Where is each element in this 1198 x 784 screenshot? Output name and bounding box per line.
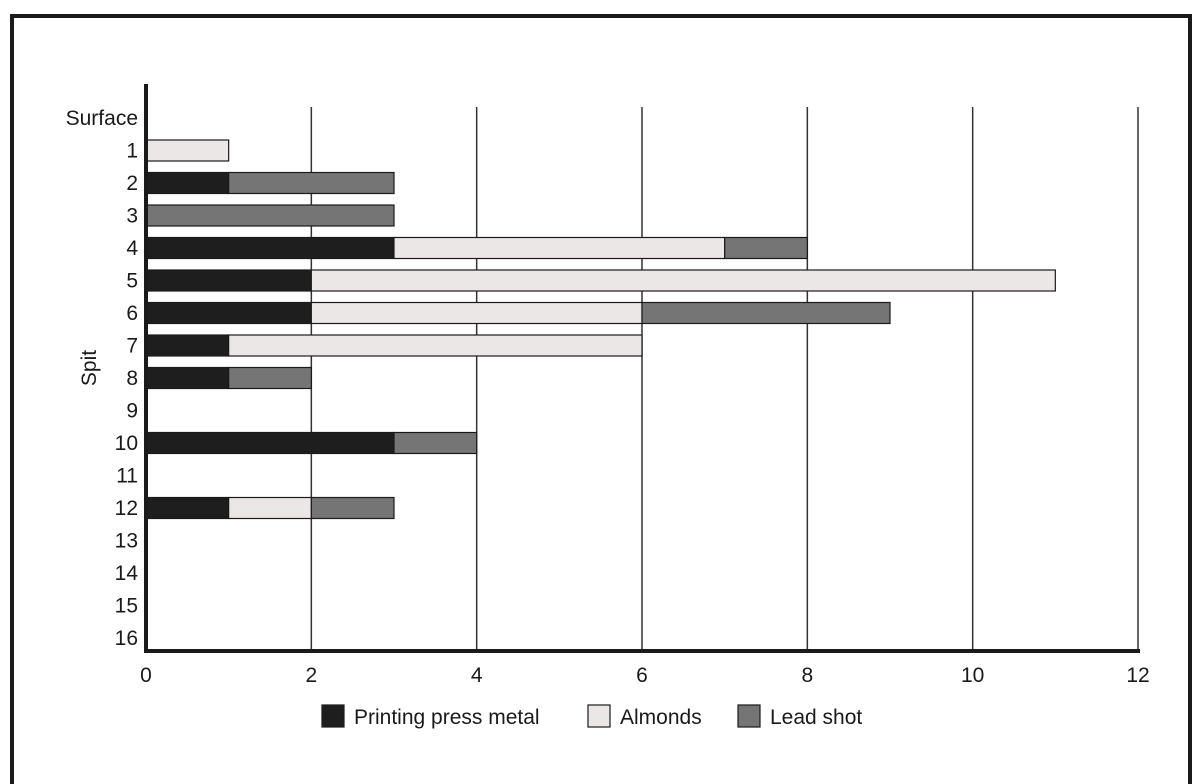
bar-lead-shot-4	[724, 236, 808, 260]
bar-almonds-4	[393, 236, 726, 260]
y-axis-label: Spit	[78, 350, 101, 386]
legend-swatch-almonds	[587, 704, 611, 728]
y-tick-label-surface: Surface	[66, 107, 138, 130]
y-tick-label-5: 5	[126, 270, 138, 293]
legend-label-lead-shot: Lead shot	[770, 706, 862, 729]
legend-label-printing-press-metal: Printing press metal	[354, 706, 540, 729]
y-tick-label-2: 2	[126, 172, 138, 195]
gridlines	[310, 107, 1139, 651]
bar-printing-press-metal-4	[145, 236, 395, 260]
y-tick-label-10: 10	[115, 432, 138, 455]
y-tick-label-11: 11	[116, 465, 138, 488]
x-tick-label-8: 8	[801, 664, 813, 687]
bar-lead-shot-2	[228, 171, 395, 195]
x-tick-label-6: 6	[636, 664, 648, 687]
bar-lead-shot-3	[145, 204, 395, 227]
y-tick-label-6: 6	[126, 302, 138, 325]
bar-lead-shot-6	[641, 301, 891, 325]
bar-printing-press-metal-2	[145, 171, 230, 195]
legend: Printing press metal Almonds Lead shot	[321, 704, 862, 729]
bar-printing-press-metal-10	[145, 431, 395, 455]
bar-lead-shot-12	[310, 496, 395, 520]
x-tick-label-4: 4	[471, 664, 483, 687]
bar-almonds-12	[228, 496, 312, 520]
x-tick-label-10: 10	[961, 664, 984, 687]
stacked-bar-chart: 0 2 4 6 8 10 12Surface12345678910111213141516 …	[66, 84, 1150, 729]
y-tick-label-14: 14	[115, 562, 139, 585]
y-tick-label-12: 12	[115, 497, 138, 520]
legend-swatch-lead-shot	[737, 704, 761, 728]
y-tick-label-3: 3	[126, 205, 138, 228]
x-tick-label-12: 12	[1126, 664, 1149, 687]
bar-lead-shot-10	[393, 431, 478, 455]
x-tick-label-0: 0	[140, 664, 152, 687]
y-tick-label-16: 16	[115, 627, 138, 650]
chart-frame	[10, 14, 1192, 784]
bar-printing-press-metal-6	[145, 301, 312, 325]
bar-almonds-7	[228, 334, 643, 357]
bars	[145, 139, 1056, 520]
y-tick-label-1: 1	[126, 140, 138, 163]
x-tick-label-2: 2	[305, 664, 317, 687]
bar-printing-press-metal-7	[145, 334, 230, 357]
legend-swatch-printing-press-metal	[321, 704, 345, 728]
legend-label-almonds: Almonds	[620, 706, 702, 729]
bar-printing-press-metal-12	[145, 496, 230, 520]
y-tick-label-4: 4	[126, 237, 138, 260]
axes	[144, 84, 1140, 653]
bar-printing-press-metal-5	[145, 269, 312, 292]
y-tick-label-15: 15	[115, 595, 138, 618]
bar-almonds-6	[310, 301, 643, 325]
bar-almonds-1	[145, 139, 230, 162]
bar-printing-press-metal-8	[145, 366, 230, 390]
bar-almonds-5	[310, 269, 1056, 292]
y-tick-label-13: 13	[115, 530, 138, 553]
y-tick-label-7: 7	[126, 335, 138, 358]
y-tick-label-9: 9	[126, 400, 138, 423]
y-tick-label-8: 8	[126, 367, 138, 390]
bar-lead-shot-8	[228, 366, 312, 390]
